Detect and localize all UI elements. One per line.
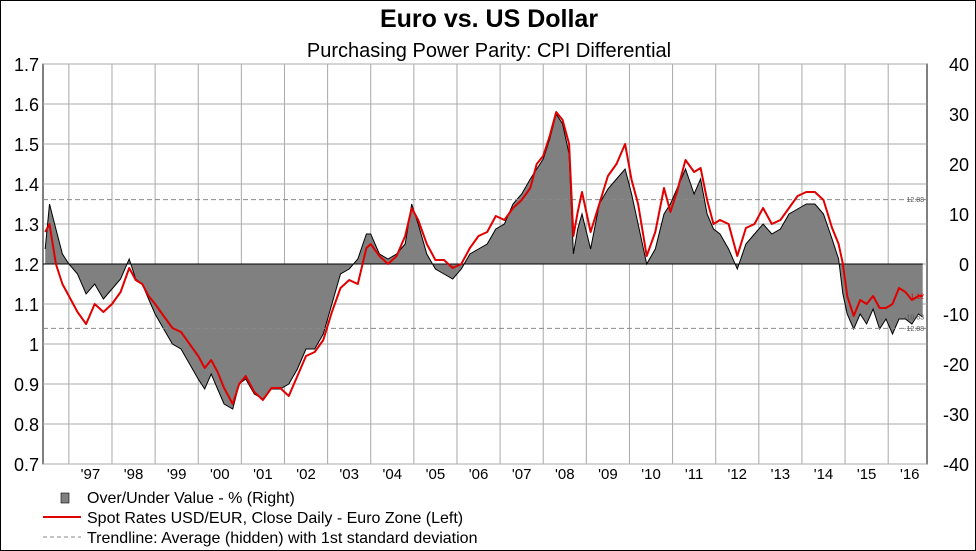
x-tick-label: '13 bbox=[771, 466, 791, 483]
value-annotation: 12.88 bbox=[906, 197, 924, 204]
y-right-tick-label: -40 bbox=[943, 455, 969, 475]
x-tick-label: '08 bbox=[555, 466, 575, 483]
y-right-tick-label: -10 bbox=[943, 305, 969, 325]
chart-title: Euro vs. US Dollar bbox=[380, 5, 598, 33]
legend: Over/Under Value - % (Right) Spot Rates … bbox=[43, 490, 477, 547]
y-right-tick-label: 30 bbox=[949, 105, 969, 125]
legend-item-trendline: Trendline: Average (hidden) with 1st sta… bbox=[43, 530, 477, 547]
x-tick-label: '11 bbox=[685, 466, 703, 483]
x-tick-label: '02 bbox=[296, 466, 316, 483]
legend-label-over-under: Over/Under Value - % (Right) bbox=[87, 490, 295, 507]
x-tick-label: '05 bbox=[426, 466, 446, 483]
y-right-tick-label: -30 bbox=[943, 405, 969, 425]
x-tick-label: '16 bbox=[900, 466, 920, 483]
legend-label-trendline: Trendline: Average (hidden) with 1st sta… bbox=[87, 530, 477, 547]
y-left-tick-label: 0.8 bbox=[14, 415, 39, 435]
y-left-tick-label: 1.3 bbox=[14, 215, 39, 235]
legend-swatch-area bbox=[60, 492, 70, 504]
y-left-tick-label: 1.6 bbox=[14, 95, 39, 115]
x-tick-label: '03 bbox=[339, 466, 359, 483]
y-right-tick-label: -20 bbox=[943, 355, 969, 375]
x-tick-label: '97 bbox=[81, 466, 101, 483]
y-left-tick-label: 1.5 bbox=[14, 135, 39, 155]
legend-item-spot-rate: Spot Rates USD/EUR, Close Daily - Euro Z… bbox=[43, 510, 463, 527]
y-left-tick-label: 0.9 bbox=[14, 375, 39, 395]
reference-lines bbox=[43, 199, 927, 329]
value-annotation: -10.63 bbox=[904, 315, 924, 322]
y-right-tick-label: 40 bbox=[949, 55, 969, 75]
x-tick-label: '06 bbox=[469, 466, 489, 483]
over-under-area bbox=[45, 114, 923, 409]
y-left-tick-label: 1.1 bbox=[14, 295, 39, 315]
x-tick-label: '09 bbox=[598, 466, 618, 483]
spot-rate-line bbox=[44, 111, 923, 405]
x-tick-label: '15 bbox=[857, 466, 877, 483]
x-tick-label: '14 bbox=[814, 466, 834, 483]
x-tick-label: '99 bbox=[167, 466, 187, 483]
y-left-tick-label: 1.4 bbox=[14, 175, 39, 195]
annotation-layer: 12.88 -12.88 -10.63 1.12 bbox=[904, 197, 924, 333]
x-tick-label: '12 bbox=[727, 466, 747, 483]
area-layer bbox=[43, 112, 923, 410]
value-annotation: -12.88 bbox=[904, 326, 924, 333]
x-tick-label: '10 bbox=[641, 466, 661, 483]
x-tick-label: '07 bbox=[512, 466, 532, 483]
y-left-tick-label: 1.7 bbox=[14, 55, 39, 75]
y-right-tick-label: 20 bbox=[949, 155, 969, 175]
line-layer bbox=[44, 111, 923, 405]
y-right-tick-label: 0 bbox=[959, 255, 969, 275]
axis-layer: 0.7 0.8 0.9 1 1.1 1.2 1.3 1.4 1.5 1.6 1.7 -40 -30 -20… bbox=[14, 55, 969, 483]
y-left-tick-label: 1.2 bbox=[14, 255, 39, 275]
x-tick-label: '01 bbox=[253, 466, 273, 483]
legend-label-spot-rate: Spot Rates USD/EUR, Close Daily - Euro Z… bbox=[87, 510, 463, 527]
x-tick-label: '04 bbox=[383, 466, 403, 483]
over-under-outline bbox=[44, 112, 923, 410]
x-tick-label: '98 bbox=[124, 466, 144, 483]
x-tick-label: '00 bbox=[210, 466, 230, 483]
legend-item-over-under: Over/Under Value - % (Right) bbox=[60, 490, 295, 507]
y-left-tick-label: 0.7 bbox=[14, 455, 39, 475]
value-annotation: 1.12 bbox=[910, 294, 924, 301]
y-right-tick-label: 10 bbox=[949, 205, 969, 225]
chart-subtitle: Purchasing Power Parity: CPI Differentia… bbox=[307, 40, 671, 62]
y-left-tick-label: 1 bbox=[29, 335, 39, 355]
